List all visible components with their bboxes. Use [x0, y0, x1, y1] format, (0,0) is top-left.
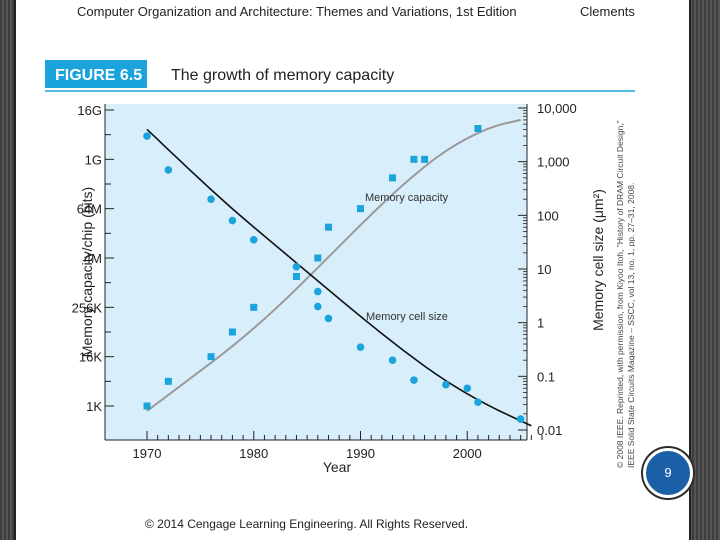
y-right-tick-label: 0.1 [537, 369, 555, 384]
markers-group [143, 125, 525, 423]
memory-cell-size-point [474, 398, 482, 406]
y-right-tick-label: 1 [537, 316, 544, 331]
axes-group [104, 104, 543, 441]
memory-cell-size-point [143, 132, 151, 140]
memory-capacity-point [324, 223, 332, 231]
memory-capacity-point [314, 254, 322, 262]
memory-cell-size-curve [146, 128, 532, 427]
memory-capacity-point [410, 155, 418, 163]
y-left-tick-label: 1G [85, 152, 102, 167]
x-tick-label: 1990 [346, 446, 375, 461]
footer-copyright: © 2014 Cengage Learning Engineering. All… [145, 517, 469, 531]
annotation-memory-cell-size: Memory cell size [366, 311, 448, 323]
memory-capacity-point [421, 155, 429, 163]
memory-cell-size-point [314, 287, 322, 296]
page-number-badge: 9 [643, 448, 693, 498]
memory-capacity-point [474, 125, 482, 132]
x-tick-label: 1980 [239, 446, 268, 461]
memory-cell-size-point [463, 384, 472, 393]
memory-growth-chart: FIGURE 6.5 The growth of memory capacity… [45, 60, 636, 475]
curves-group [146, 118, 532, 427]
y-axis-right-title: Memory cell size (μm²) [590, 189, 606, 331]
y-left-tick-label: 256K [72, 300, 103, 315]
memory-cell-size-point [356, 343, 365, 351]
memory-cell-size-point [314, 302, 322, 311]
y-right-tick-label: 1,000 [537, 155, 570, 170]
x-tick-label: 2000 [453, 446, 482, 461]
memory-capacity-point [357, 205, 365, 213]
memory-capacity-point [292, 273, 300, 280]
figure-caption: The growth of memory capacity [171, 67, 394, 84]
y-right-tick-label: 100 [537, 208, 559, 223]
header-title: Computer Organization and Architecture: … [77, 4, 517, 19]
memory-cell-size-point [388, 356, 397, 364]
memory-capacity-point [164, 377, 172, 385]
figure: FIGURE 6.5 The growth of memory capacity… [45, 60, 636, 475]
y-axis-left-title: Memory capacity/chip (bits) [79, 187, 95, 357]
y-left-tick-label: 4M [84, 251, 102, 266]
memory-cell-size-point [410, 376, 418, 384]
memory-capacity-point [228, 328, 236, 336]
memory-capacity-point [143, 402, 151, 410]
memory-capacity-point [389, 174, 397, 182]
memory-cell-size-point [249, 236, 258, 244]
memory-capacity-point [207, 353, 215, 361]
labels-group: 1K 16K 256K 4M 64M 1G 16G 0.01 0.1 1 10 100 1,000 10,… [72, 101, 577, 461]
y-left-tick-label: 16K [79, 350, 102, 365]
figure-label-bg [45, 60, 147, 88]
y-left-tick-label: 16G [77, 103, 102, 118]
memory-cell-size-point [442, 380, 450, 389]
annotation-memory-capacity: Memory capacity [365, 192, 449, 204]
y-left-tick-label: 1K [86, 399, 102, 414]
y-right-tick-label: 10,000 [537, 101, 577, 116]
plot-area [105, 104, 527, 440]
x-axis-title: Year [323, 459, 352, 474]
figure-label: FIGURE 6.5 [55, 67, 142, 84]
memory-capacity-point [250, 303, 258, 311]
memory-cell-size-point [516, 415, 525, 423]
credit-line-1: © 2008 IEEE. Reprinted, with permission,… [615, 120, 625, 468]
y-right-tick-label: 10 [537, 262, 551, 277]
memory-cell-size-point [228, 216, 237, 225]
memory-cell-size-point [164, 166, 173, 174]
header-author: Clements [580, 4, 635, 19]
memory-cell-size-point [292, 262, 301, 271]
y-right-tick-label: 0.01 [537, 423, 562, 438]
memory-capacity-curve [146, 118, 521, 412]
credit-line-2: IEEE Solid State Circuits Magazine – SSC… [626, 183, 635, 468]
x-tick-label: 1970 [133, 446, 162, 461]
y-left-tick-label: 64M [77, 202, 102, 217]
memory-cell-size-point [207, 195, 215, 203]
memory-cell-size-point [324, 314, 333, 323]
